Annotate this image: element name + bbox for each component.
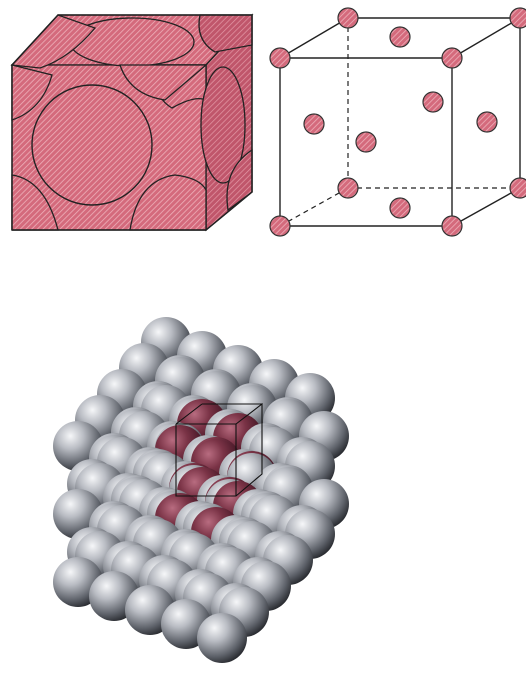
cell-edge-7	[451, 17, 521, 59]
corner-atom-3	[441, 215, 463, 237]
front-face-center-atom	[31, 84, 153, 206]
aggregate-spheres	[53, 317, 349, 663]
corner-atom-1	[441, 47, 463, 69]
left-top-corner-wedge	[11, 64, 53, 121]
right-face-center-atom	[200, 66, 246, 184]
corner-atom-2	[269, 215, 291, 237]
corner-atom-0	[269, 47, 291, 69]
face-center-atom-bottom-13	[389, 197, 411, 219]
bottom-back-right-corner-atom	[226, 148, 253, 212]
face-center-atom-back-10	[422, 91, 444, 113]
corner-atom-4	[337, 7, 359, 29]
crystal-aggregate	[53, 317, 349, 663]
top-back-right-corner-atom	[198, 14, 253, 53]
unit-cell-edge-a	[175, 403, 203, 425]
lattice-atom-124	[197, 613, 247, 663]
hard-sphere-unit-cell	[10, 13, 254, 232]
corner-atom-7	[509, 177, 526, 199]
bottom-right-corner-atom	[129, 174, 207, 231]
top-left-corner-atom	[10, 14, 97, 69]
face-center-atom-left-11	[303, 113, 325, 135]
hidden-edge-2	[279, 187, 349, 227]
cell-atoms	[269, 7, 526, 237]
front-top-edge-wedge	[119, 64, 208, 101]
corner-atom-5	[509, 7, 526, 29]
highlighted-unit-cell-outline	[175, 402, 263, 497]
face-center-atom-right-12	[476, 111, 498, 133]
cell-edge-8	[451, 187, 521, 227]
cell-edge-6	[279, 17, 349, 59]
face-center-atom-front-9	[355, 131, 377, 153]
face-center-atom-top-8	[389, 26, 411, 48]
corner-atom-6	[337, 177, 359, 199]
reduced-sphere-unit-cell	[269, 7, 526, 237]
cube-outline	[11, 14, 253, 231]
cell-edges	[279, 17, 521, 227]
